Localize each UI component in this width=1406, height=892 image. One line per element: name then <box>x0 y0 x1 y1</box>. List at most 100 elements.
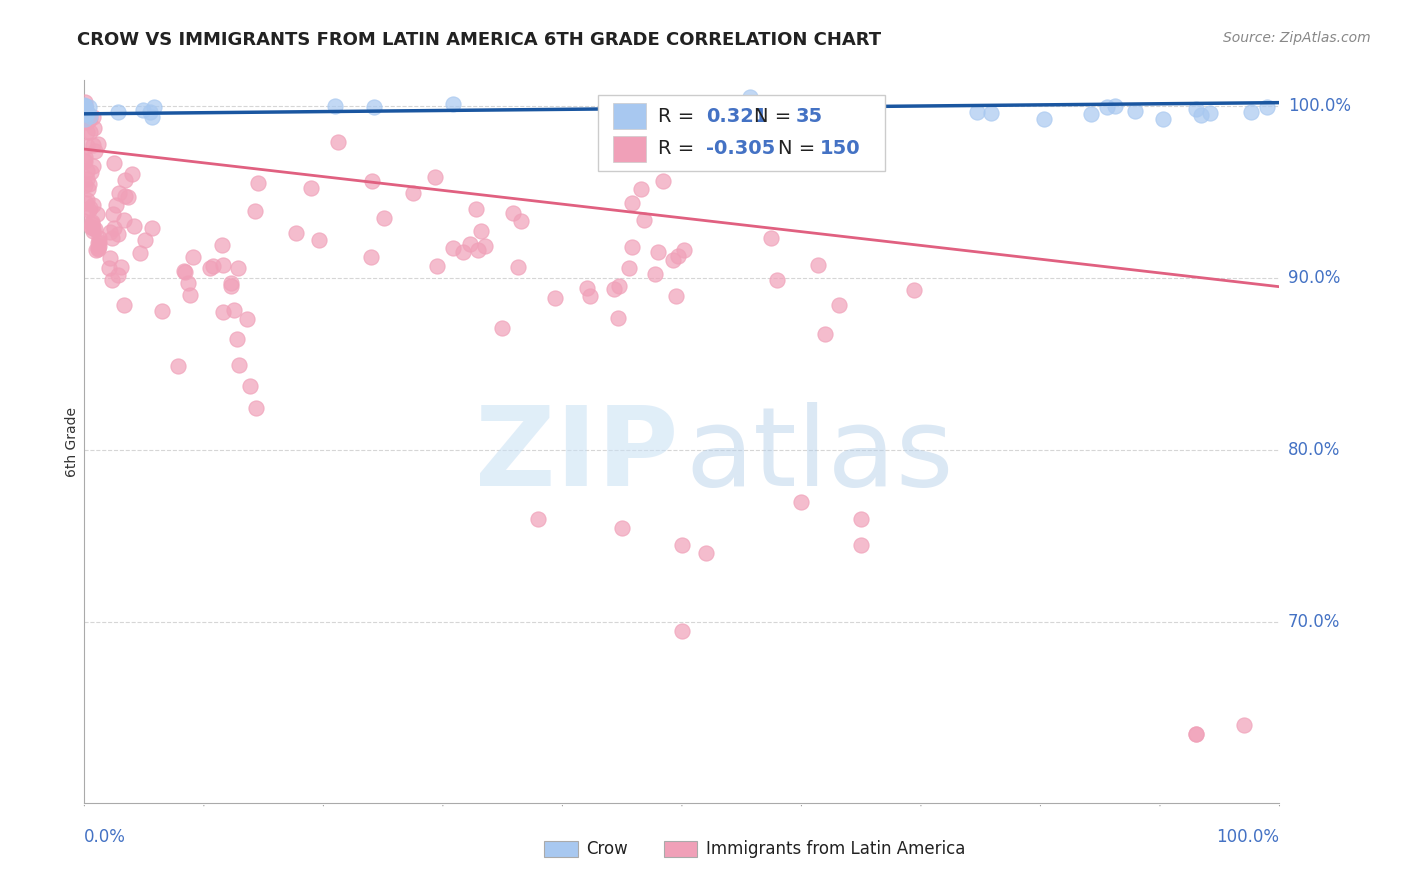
Text: R =: R = <box>658 139 695 159</box>
Point <box>308 233 330 247</box>
Point <box>647 245 669 260</box>
Point <box>765 103 787 117</box>
Point <box>76 164 98 178</box>
Point <box>665 289 688 303</box>
Point <box>200 261 222 276</box>
Point <box>181 251 204 265</box>
Point <box>80 219 103 234</box>
Point <box>177 276 200 290</box>
Text: 100.0%: 100.0% <box>1288 97 1351 115</box>
Point <box>225 332 247 346</box>
Point <box>73 98 96 112</box>
Point <box>114 173 136 187</box>
Point <box>1189 108 1212 122</box>
Point <box>77 113 100 128</box>
FancyBboxPatch shape <box>613 103 647 129</box>
Point <box>101 273 124 287</box>
Point <box>652 174 675 188</box>
Point <box>73 95 96 110</box>
Point <box>139 104 162 119</box>
Text: 90.0%: 90.0% <box>1288 269 1340 287</box>
Text: 0.321: 0.321 <box>706 107 768 126</box>
Point <box>246 176 269 190</box>
Point <box>578 288 600 302</box>
Point <box>77 202 100 217</box>
Point <box>789 109 811 123</box>
Text: 100.0%: 100.0% <box>1216 828 1279 846</box>
Point <box>1199 106 1222 120</box>
Point <box>491 320 513 334</box>
Point <box>903 283 925 297</box>
Point <box>131 103 153 117</box>
Point <box>76 105 98 120</box>
Point <box>226 260 249 275</box>
Point <box>402 186 425 200</box>
Point <box>107 268 129 282</box>
Point <box>662 252 685 267</box>
Point <box>1095 99 1118 113</box>
Point <box>245 204 267 219</box>
Text: atlas: atlas <box>686 402 955 509</box>
Point <box>76 172 98 186</box>
Point <box>73 98 96 112</box>
Point <box>239 379 262 393</box>
Point <box>474 238 496 252</box>
Point <box>98 260 121 275</box>
Point <box>451 245 474 260</box>
Point <box>75 114 97 128</box>
Point <box>360 250 382 264</box>
Point <box>576 281 599 295</box>
FancyBboxPatch shape <box>544 841 578 857</box>
Point <box>75 196 97 211</box>
Point <box>510 214 533 228</box>
Point <box>87 137 110 152</box>
Point <box>75 153 97 168</box>
Point <box>527 512 550 526</box>
Text: Crow: Crow <box>586 840 628 858</box>
Point <box>299 181 322 195</box>
Point <box>284 227 307 241</box>
Point <box>222 302 245 317</box>
Point <box>441 241 464 255</box>
Point <box>73 153 96 168</box>
Point <box>236 312 259 326</box>
Point <box>129 246 152 260</box>
Point <box>827 298 849 312</box>
Point <box>107 186 129 200</box>
FancyBboxPatch shape <box>613 136 647 162</box>
Point <box>79 125 101 139</box>
Point <box>1152 112 1174 126</box>
Point <box>467 243 489 257</box>
Point <box>73 104 96 119</box>
Point <box>112 212 135 227</box>
Text: -0.305: -0.305 <box>706 139 775 159</box>
Point <box>361 174 384 188</box>
Point <box>98 251 121 265</box>
Point <box>851 538 873 552</box>
Point <box>73 100 96 114</box>
Point <box>76 106 98 120</box>
Text: R =: R = <box>658 107 695 126</box>
Point <box>110 260 132 274</box>
Point <box>630 182 652 196</box>
Point <box>174 264 197 278</box>
Point <box>617 261 640 276</box>
FancyBboxPatch shape <box>599 95 886 170</box>
Point <box>117 189 139 203</box>
Point <box>76 114 98 128</box>
Text: ZIP: ZIP <box>475 402 678 509</box>
Text: N =: N = <box>754 107 790 126</box>
Point <box>245 401 267 415</box>
Point <box>790 494 813 508</box>
Point <box>1233 718 1256 732</box>
Point <box>966 104 988 119</box>
Text: N =: N = <box>778 139 814 159</box>
Point <box>851 512 873 526</box>
Point <box>201 259 224 273</box>
Point <box>1080 107 1102 121</box>
Text: 35: 35 <box>796 107 823 126</box>
Point <box>179 288 201 302</box>
Point <box>1032 112 1054 126</box>
Point <box>607 278 630 293</box>
Text: 150: 150 <box>820 139 860 159</box>
